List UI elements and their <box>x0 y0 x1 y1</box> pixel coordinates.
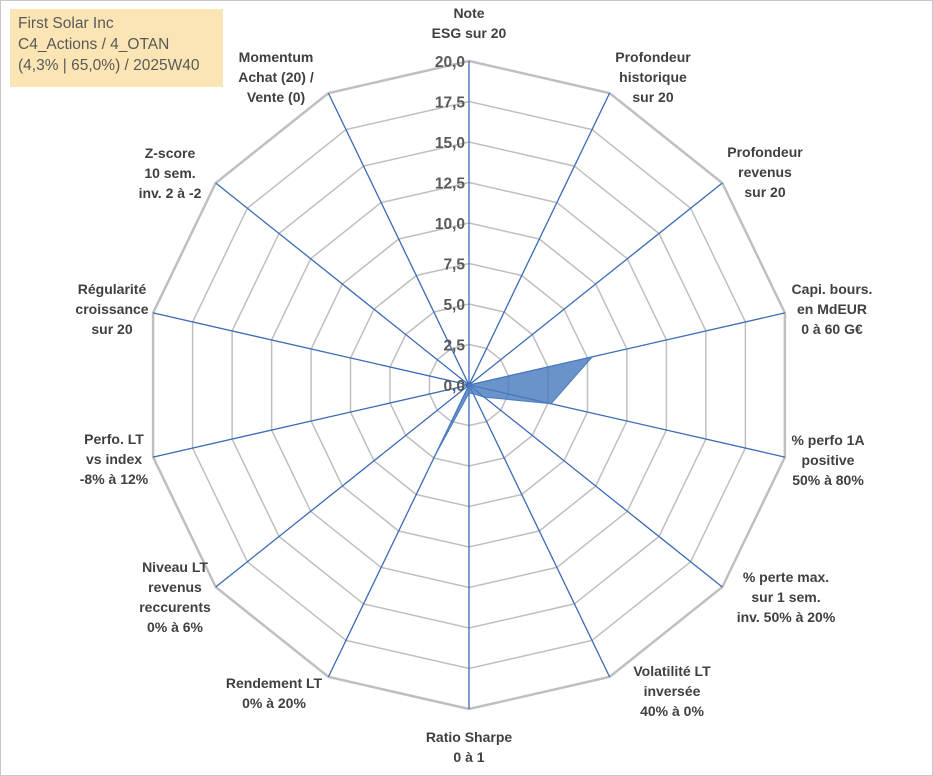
axis-label-line: 0% à 6% <box>147 619 204 635</box>
axis-label-line: % perfo 1A <box>791 432 864 448</box>
radar-series <box>434 356 594 456</box>
axis-label-line: Z-score <box>145 145 196 161</box>
axis-label-line: sur 20 <box>91 321 132 337</box>
axis-label-line: Volatilité LT <box>633 663 711 679</box>
axis-label-line: 0 à 60 G€ <box>801 321 863 337</box>
axis-spoke-14 <box>327 92 470 386</box>
axis-label-6: % perte max. sur 1 sem. inv. 50% à 20% <box>737 569 836 625</box>
axis-label-line: % perte max. <box>743 569 829 585</box>
axis-label-line: Rendement LT <box>226 675 323 691</box>
axis-label-3: Profondeur revenus sur 20 <box>727 144 803 200</box>
series-point-7 <box>472 393 475 395</box>
axis-label-line: historique <box>619 69 687 85</box>
title-stats: (4,3% | 65,0%) / 2025W40 <box>18 57 200 74</box>
tick-label: 0,0 <box>443 378 465 395</box>
series-point-14 <box>468 384 470 386</box>
series-point-4 <box>591 356 593 358</box>
axis-label-9: Rendement LT 0% à 20% <box>226 675 323 711</box>
series-point-8 <box>468 392 470 394</box>
tick-label: 12,5 <box>435 176 466 193</box>
axis-label-10: Niveau LT revenus reccurents 0% à 6% <box>139 559 211 635</box>
axis-label-12: Régularité croissance sur 20 <box>75 281 148 337</box>
axis-label-line: sur 20 <box>632 89 673 105</box>
axis-label-line: en MdEUR <box>797 301 867 317</box>
axis-label-line: Régularité <box>78 281 147 297</box>
axis-spoke-13 <box>215 182 470 386</box>
axis-spoke-3 <box>468 182 723 386</box>
tick-label: 10,0 <box>435 216 465 233</box>
axis-label-line: croissance <box>75 301 148 317</box>
axis-label-14: Momentum Achat (20) / Vente (0) <box>238 49 314 105</box>
axis-label-line: Achat (20) / <box>238 69 314 85</box>
series-point-6 <box>483 396 486 398</box>
title-portfolio: C4_Actions / 4_OTAN <box>18 36 170 53</box>
title-company: First Solar Inc <box>18 15 114 32</box>
axis-label-line: positive <box>802 452 855 468</box>
axis-label-line: Ratio Sharpe <box>426 729 513 745</box>
axis-label-line: inv. 50% à 20% <box>737 609 836 625</box>
tick-label: 17,5 <box>435 95 466 112</box>
series-area-1 <box>434 356 594 456</box>
axis-label-line: Perfo. LT <box>84 431 144 447</box>
tick-label: 2,5 <box>443 338 465 355</box>
axis-spoke-7 <box>468 384 611 678</box>
axis-label-line: 0 à 1 <box>453 749 484 765</box>
axis-label-13: Z-score 10 sem. inv. 2 à -2 <box>139 145 202 201</box>
series-point-5 <box>550 402 552 405</box>
axis-label-line: 40% à 0% <box>640 703 704 719</box>
chart-title-box: First Solar Inc C4_Actions / 4_OTAN (4,3… <box>10 9 223 87</box>
axis-spoke-6 <box>468 384 723 588</box>
tick-label: 20,0 <box>435 54 465 71</box>
axis-label-line: 50% à 80% <box>792 472 864 488</box>
axis-label-line: 0% à 20% <box>242 695 306 711</box>
axis-label-line: -8% à 12% <box>80 471 149 487</box>
axis-label-line: inversée <box>644 683 701 699</box>
axis-label-line: Profondeur <box>727 144 803 160</box>
axis-label-11: Perfo. LT vs index -8% à 12% <box>80 431 149 487</box>
axis-label-line: Note <box>453 5 484 21</box>
axis-spoke-2 <box>468 92 611 386</box>
axis-label-line: Vente (0) <box>247 89 305 105</box>
axis-label-line: Profondeur <box>615 49 691 65</box>
axis-label-line: revenus <box>738 164 792 180</box>
axis-label-2: Profondeur historique sur 20 <box>615 49 691 105</box>
tick-label: 15,0 <box>435 135 465 152</box>
axis-spoke-10 <box>215 384 470 588</box>
axis-label-line: sur 20 <box>744 184 785 200</box>
axis-label-line: 10 sem. <box>144 165 195 181</box>
axis-label-line: revenus <box>148 579 202 595</box>
axis-label-line: Niveau LT <box>142 559 208 575</box>
axis-label-line: inv. 2 à -2 <box>139 185 202 201</box>
tick-label: 7,5 <box>443 257 465 274</box>
axis-label-5: % perfo 1A positive 50% à 80% <box>791 432 864 488</box>
axis-label-line: vs index <box>86 451 142 467</box>
axis-label-line: sur 1 sem. <box>751 589 820 605</box>
axis-label-8: Ratio Sharpe 0 à 1 <box>426 729 513 765</box>
tick-label: 5,0 <box>443 297 465 314</box>
axis-spoke-11 <box>152 384 470 458</box>
axis-label-line: ESG sur 20 <box>432 25 507 41</box>
axis-label-line: Capi. bours. <box>792 281 873 297</box>
axis-label-4: Capi. bours. en MdEUR 0 à 60 G€ <box>792 281 873 337</box>
axis-spoke-12 <box>152 312 470 386</box>
axis-label-1: Note ESG sur 20 <box>432 5 507 41</box>
axis-label-line: Momentum <box>239 49 314 65</box>
radar-tick-labels: 0,0 2,5 5,0 7,5 10,0 12,5 15,0 17,5 20,0 <box>435 54 466 395</box>
radar-axis-labels: Note ESG sur 20 Profondeur historique sur 20… <box>75 5 872 765</box>
axis-label-line: reccurents <box>139 599 211 615</box>
axis-label-7: Volatilité LT inversée 40% à 0% <box>633 663 711 719</box>
series-point-9 <box>434 454 437 456</box>
